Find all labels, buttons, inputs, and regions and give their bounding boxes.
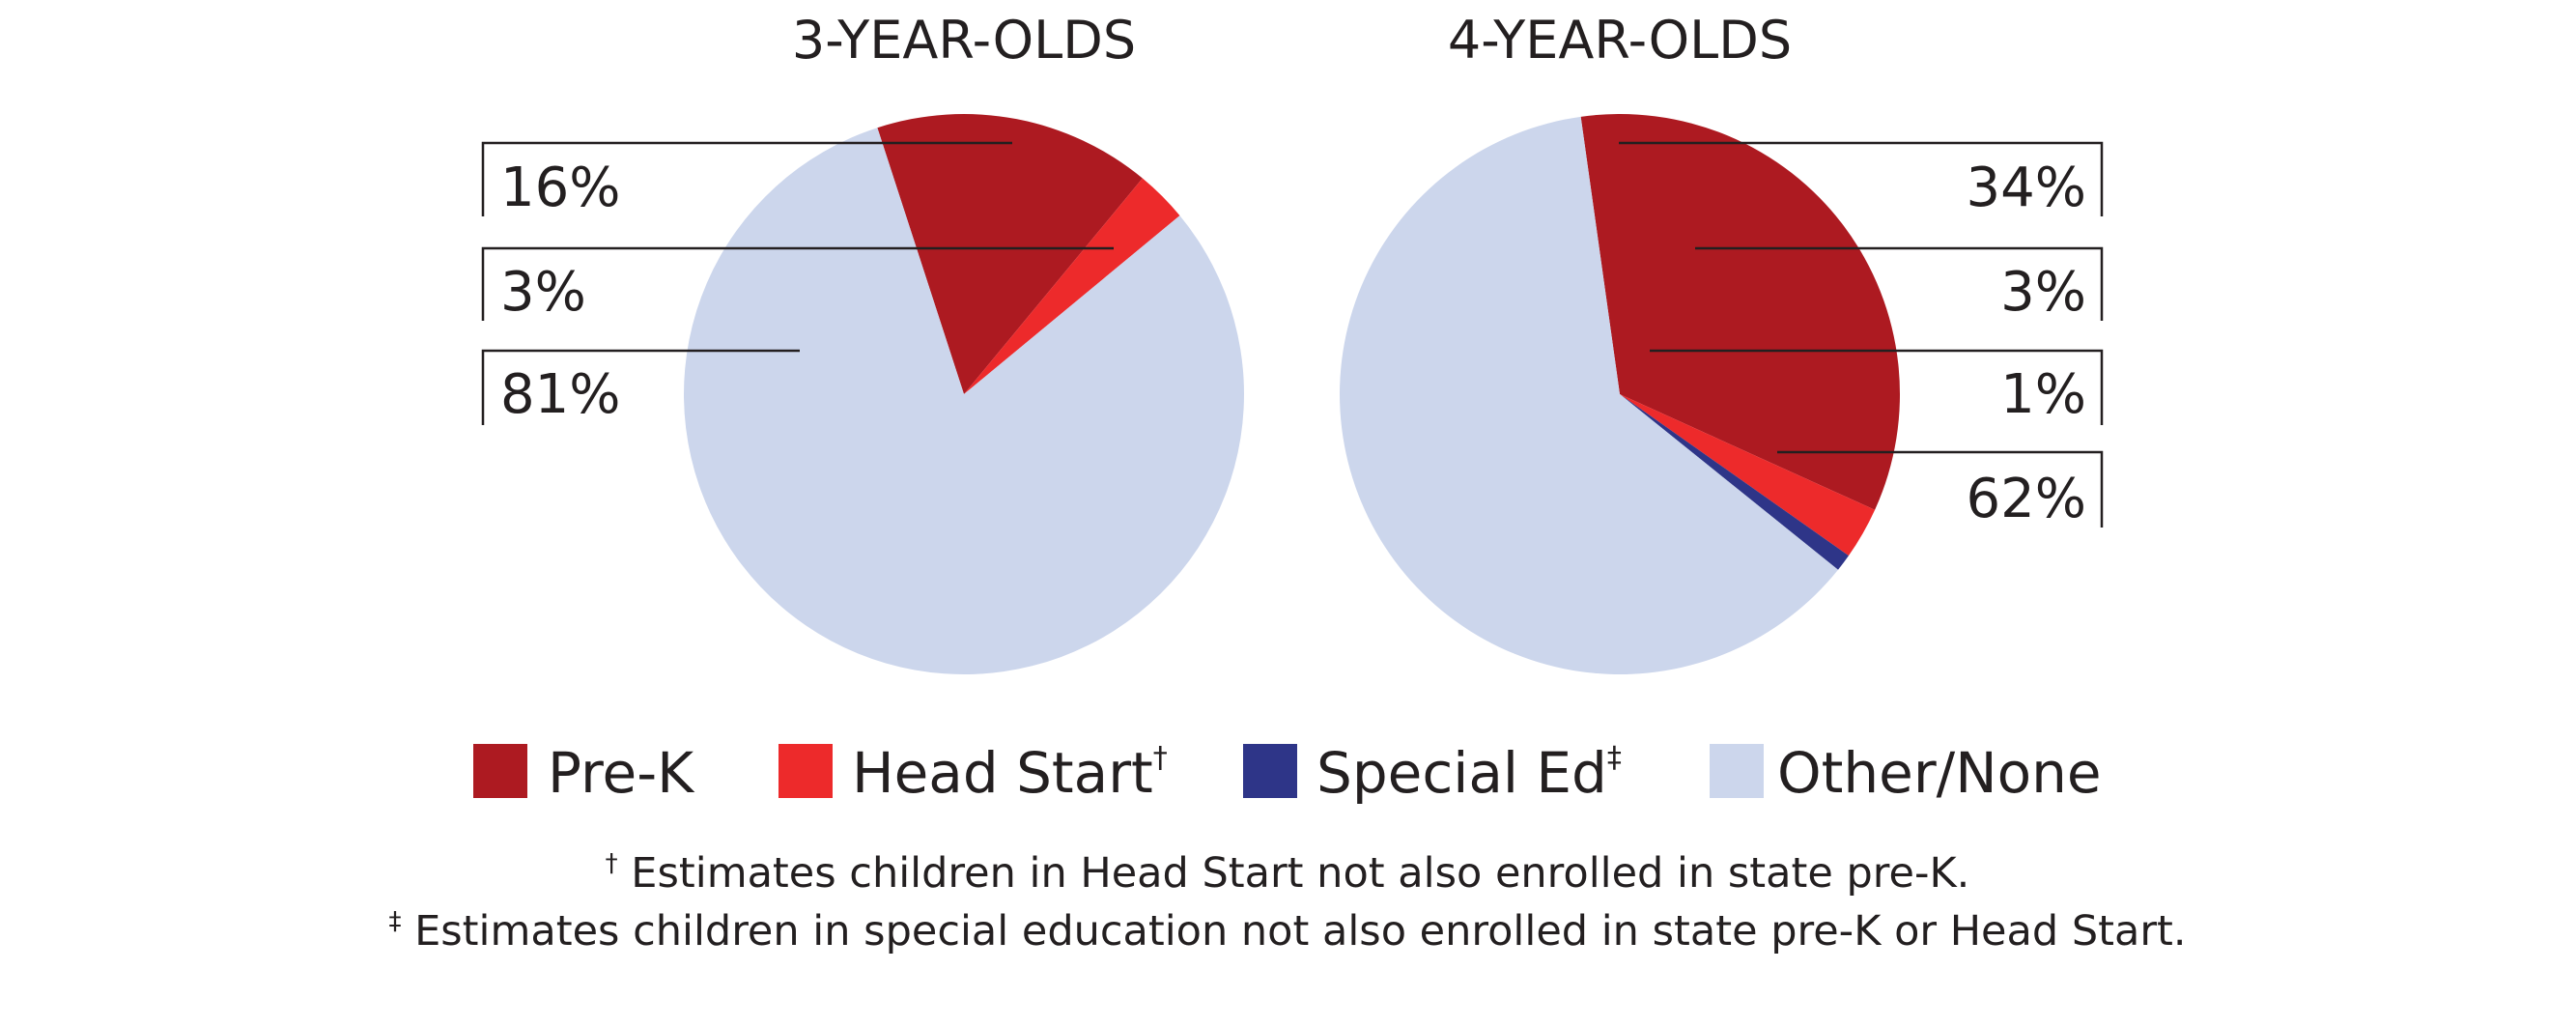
pie-slice-head-start-4yr [1620,394,1876,556]
pct-label-head-start-3yr: 3% [500,261,586,324]
footnotes: † Estimates children in Head Start not a… [388,849,2186,956]
pie-slices-4-year-olds [1340,113,1901,674]
legend-label-head-start: Head Start† [852,740,1168,806]
pie-slice-head-start-3yr [964,178,1180,394]
pie-slice-pre-k-4yr [1580,113,1901,510]
legend-label-other-none: Other/None [1777,740,2102,806]
legend-item-head-start: Head Start† [778,740,1168,806]
legend-swatch-other-none [1710,744,1764,798]
pie-slice-pre-k-3yr [877,113,1143,394]
leader-line-head-start-3yr [481,246,1114,321]
pie-slice-special-ed-4yr [1620,394,1849,570]
leader-line-pre-k-4yr [1619,141,2104,216]
legend-swatch-special-ed [1243,744,1297,798]
legend-swatch-head-start [778,744,833,798]
legend-label-special-ed: Special Ed‡ [1316,740,1622,806]
legend-label-pre-k: Pre-K [548,740,695,806]
pct-labels-4-year-olds: 34% 3% 1% 62% [1619,141,2104,530]
legend-item-special-ed: Special Ed‡ [1243,740,1622,806]
pct-label-special-ed-4yr: 1% [2000,363,2086,426]
chart-title-4-year-olds: 4-YEAR-OLDS [1448,10,1792,71]
leader-line-other-4yr [1777,450,2104,528]
legend-mark-head-start: † [1153,741,1168,775]
legend-item-other-none: Other/None [1710,740,2102,806]
leader-line-special-ed-4yr [1650,349,2104,425]
leader-line-head-start-4yr [1695,246,2104,321]
pct-label-other-3yr: 81% [500,363,620,426]
pie-chart-3-year-olds: 3-YEAR-OLDS 16% 3% 81% [481,10,1244,674]
pie-slice-other-none-3yr [683,128,1244,674]
legend-item-pre-k: Pre-K [473,740,695,806]
legend: Pre-K Head Start† Special Ed‡ Other/None [473,740,2102,806]
pie-slices-3-year-olds [683,113,1244,674]
pct-label-pre-k-4yr: 34% [1967,157,2086,219]
leader-line-pre-k-3yr [481,141,1012,216]
pie-slice-other-none-4yr [1340,116,1839,674]
leader-line-other-3yr [481,349,800,425]
pct-label-head-start-4yr: 3% [2000,261,2086,324]
pct-label-other-4yr: 62% [1967,468,2086,530]
pct-labels-3-year-olds: 16% 3% 81% [481,141,1114,426]
pie-chart-4-year-olds: 4-YEAR-OLDS 34% 3% 1% 62% [1340,10,2104,674]
legend-mark-special-ed: ‡ [1607,741,1622,775]
footnote-head-start: † Estimates children in Head Start not a… [606,849,1970,898]
footnote-special-ed: ‡ Estimates children in special educatio… [388,907,2186,956]
legend-swatch-pre-k [473,744,527,798]
pct-label-pre-k-3yr: 16% [500,157,620,219]
chart-title-3-year-olds: 3-YEAR-OLDS [792,10,1136,71]
